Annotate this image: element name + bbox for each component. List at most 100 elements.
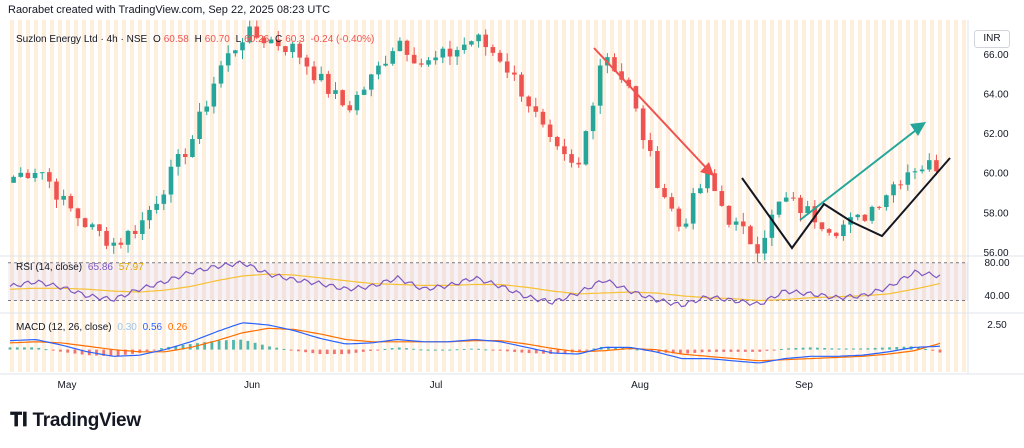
tradingview-logo[interactable]: 𝐓𝐈 TradingView xyxy=(10,410,141,432)
macd-histogram-bar xyxy=(203,342,207,350)
candle-body xyxy=(97,224,102,231)
macd-histogram-bar xyxy=(239,339,243,350)
macd-histogram-bar xyxy=(779,348,783,350)
macd-level: 2.50 xyxy=(987,320,1007,331)
candle-body xyxy=(297,43,303,58)
macd-histogram-bar xyxy=(527,349,531,354)
candle-body xyxy=(547,124,553,137)
candle-body xyxy=(147,209,152,221)
background-stripe xyxy=(306,20,310,372)
macd-histogram-bar xyxy=(715,349,718,352)
macd-histogram-bar xyxy=(455,349,459,351)
background-stripe xyxy=(386,20,390,372)
background-stripe xyxy=(570,20,574,372)
currency-badge[interactable]: INR xyxy=(974,30,1010,48)
candle-body xyxy=(54,181,59,200)
background-stripe xyxy=(794,20,798,372)
candle-body xyxy=(926,160,932,170)
rsi-value: 65.86 xyxy=(87,262,113,273)
macd-histogram-bar xyxy=(765,349,769,351)
rsi-ma-value: 57.97 xyxy=(118,262,144,273)
macd-histogram-bar xyxy=(59,349,62,352)
candle-body xyxy=(533,106,539,112)
candle-body xyxy=(633,86,639,109)
background-stripe xyxy=(154,20,158,372)
candle-body xyxy=(905,172,911,185)
background-stripe xyxy=(642,20,646,372)
brand-name: TradingView xyxy=(32,410,142,431)
background-stripe xyxy=(650,20,654,372)
macd-histogram-bar xyxy=(880,347,884,350)
macd-histogram-bar xyxy=(679,349,682,354)
macd-signal-line xyxy=(9,327,941,362)
symbol-name: Suzlon Energy Ltd · 4h · NSE xyxy=(16,34,148,45)
candle-body xyxy=(855,214,861,218)
symbol-legend[interactable]: Suzlon Energy Ltd · 4h · NSE O 60.58 H 60.… xyxy=(16,34,377,45)
background-stripe xyxy=(330,20,334,372)
background-stripe xyxy=(234,20,238,372)
rsi-label: RSI (14, close) xyxy=(16,262,83,273)
macd-histogram-bar xyxy=(606,346,610,350)
low-value: 60.26 xyxy=(244,34,270,45)
candle-body xyxy=(225,53,231,66)
macd-histogram-bar xyxy=(369,349,372,351)
candle-body xyxy=(705,173,710,189)
candle-body xyxy=(61,195,66,200)
candle-body xyxy=(118,242,124,245)
macd-histogram-bar xyxy=(852,348,855,350)
background-stripe xyxy=(290,20,294,372)
open-value: 60.58 xyxy=(163,34,189,45)
background-stripe xyxy=(898,20,902,372)
background-stripe xyxy=(882,20,886,372)
macd-histogram-bar xyxy=(116,349,120,356)
background-stripe xyxy=(418,20,422,372)
candle-body xyxy=(311,66,317,81)
candle-body xyxy=(776,201,782,215)
w-pattern-line xyxy=(741,157,951,250)
macd-line xyxy=(9,322,941,364)
rsi-legend[interactable]: RSI (14, close) 65.86 57.97 xyxy=(16,262,147,273)
candle-body xyxy=(841,224,846,237)
background-stripe xyxy=(594,20,598,372)
candle-body xyxy=(68,195,74,209)
macd-histogram-bar xyxy=(123,349,127,355)
macd-histogram-bar xyxy=(844,348,848,350)
candle-body xyxy=(483,34,489,48)
macd-histogram-bar xyxy=(823,347,827,350)
macd-histogram-bar xyxy=(498,349,502,351)
background-stripe xyxy=(66,20,70,372)
candle-body xyxy=(783,197,789,202)
candle-body xyxy=(791,197,796,199)
background-stripe xyxy=(674,20,678,372)
downtrend-arrow-head xyxy=(700,162,714,176)
candle-body xyxy=(812,206,818,223)
background-stripe xyxy=(602,20,606,372)
candle-body xyxy=(826,229,832,233)
background-stripe xyxy=(250,20,254,372)
macd-histogram-bar xyxy=(397,347,401,350)
background-stripe xyxy=(874,20,878,372)
macd-histogram-bar xyxy=(390,348,394,350)
candle-body xyxy=(626,79,632,87)
x-label-sep: Sep xyxy=(795,380,813,391)
background-stripe xyxy=(322,20,326,372)
macd-histogram-bar xyxy=(159,348,163,350)
background-stripe xyxy=(26,20,30,372)
macd-histogram-bar xyxy=(873,347,877,350)
background-stripe xyxy=(274,20,278,372)
macd-histogram-bar xyxy=(95,349,98,356)
macd-histogram-bar xyxy=(296,349,300,352)
background-stripe xyxy=(586,20,590,372)
background-stripe xyxy=(770,20,774,372)
price-tick-label: 62.00 xyxy=(983,129,1008,140)
candle-body xyxy=(376,65,381,75)
macd-legend[interactable]: MACD (12, 26, close) 0.30 0.56 0.26 xyxy=(16,322,190,333)
candle-body xyxy=(912,171,918,173)
candle-body xyxy=(876,206,882,208)
background-stripe xyxy=(682,20,686,372)
candle-body xyxy=(211,83,217,107)
rsi-ma-line xyxy=(9,273,941,302)
candle-body xyxy=(898,184,903,186)
background-stripe xyxy=(442,20,446,372)
